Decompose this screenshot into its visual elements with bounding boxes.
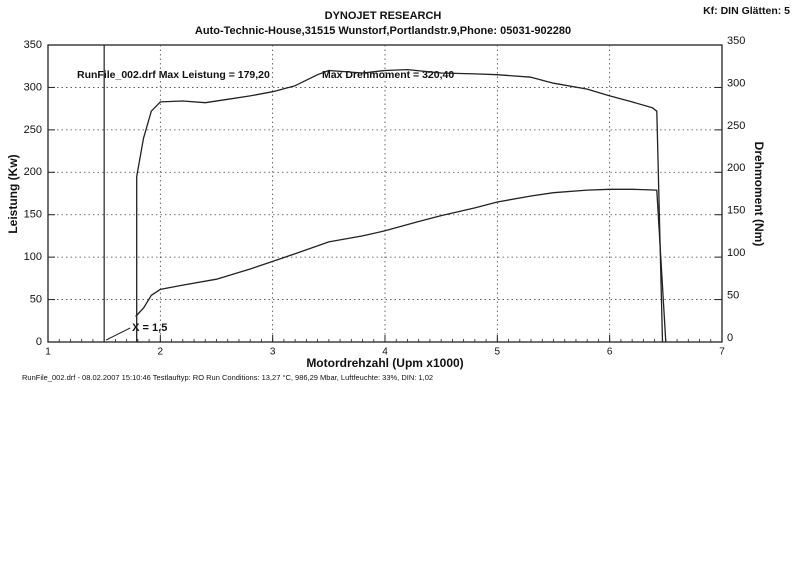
footer: RunFile_002.drf - 08.02.2007 15:10:46 Te…	[22, 373, 433, 382]
x-tick-label: 7	[719, 347, 725, 358]
y-tick-label: 50	[30, 293, 42, 305]
y2-tick-label: 200	[727, 162, 745, 174]
y-tick-label: 200	[24, 166, 42, 178]
y-tick-label: 300	[24, 81, 42, 93]
y2-tick-label: 150	[727, 205, 745, 217]
annotation: RunFile_002.drf Max Leistung = 179,20	[77, 69, 270, 81]
series-line	[135, 188, 667, 343]
y-tick-label: 250	[24, 124, 42, 136]
y-tick-label: 150	[24, 209, 42, 221]
x-tick-label: 3	[270, 347, 276, 358]
y-axis-label: Leistung (Kw)	[6, 154, 20, 233]
y2-axis-label: Drehmoment (Nm)	[752, 142, 766, 247]
settings-label: Kf: DIN Glätten: 5	[703, 5, 790, 17]
x-tick-label: 4	[382, 347, 388, 358]
y2-tick-label: 100	[727, 247, 745, 259]
chart-subtitle: Auto-Technic-House,31515 Wunstorf,Portla…	[195, 25, 571, 37]
cursor-leader	[105, 327, 131, 341]
cursor-label: X = 1,5	[132, 322, 167, 334]
y2-tick-label: 250	[727, 120, 745, 132]
y2-tick-label: 50	[727, 289, 739, 301]
x-tick-label: 2	[158, 347, 164, 358]
y2-tick-label: 350	[727, 35, 745, 47]
x-axis-label: Motordrehzahl (Upm x1000)	[306, 356, 463, 370]
x-tick-label: 6	[607, 347, 613, 358]
annotation: Max Drehmoment = 320,40	[322, 69, 454, 81]
series-line	[136, 68, 664, 343]
x-tick-label: 1	[45, 347, 51, 358]
y-tick-label: 100	[24, 251, 42, 263]
chart-title: DYNOJET RESEARCH	[325, 10, 442, 22]
x-tick-label: 5	[495, 347, 501, 358]
y-tick-label: 350	[24, 39, 42, 51]
y-tick-label: 0	[36, 336, 42, 348]
y2-tick-label: 300	[727, 77, 745, 89]
y2-tick-label: 0	[727, 332, 733, 344]
